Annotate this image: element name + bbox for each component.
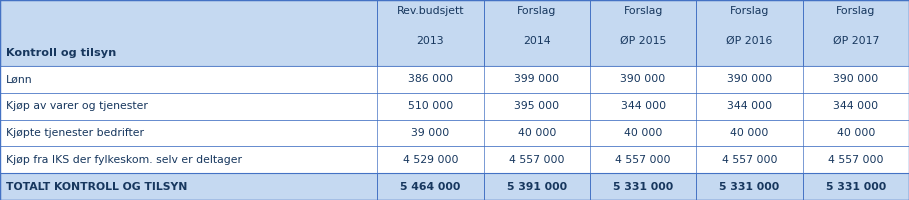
Bar: [0, 0, 909, 66]
Text: 5 331 000: 5 331 000: [613, 182, 674, 192]
Bar: [0, 66, 909, 93]
Text: ØP 2017: ØP 2017: [833, 36, 879, 46]
Bar: [0, 173, 909, 200]
Bar: [0, 93, 909, 120]
Text: Forslag: Forslag: [730, 6, 769, 16]
Text: 5 391 000: 5 391 000: [506, 182, 567, 192]
Text: Kjøpte tjenester bedrifter: Kjøpte tjenester bedrifter: [6, 128, 145, 138]
Text: 40 000: 40 000: [624, 128, 663, 138]
Text: 5 331 000: 5 331 000: [719, 182, 780, 192]
Text: 390 000: 390 000: [621, 74, 665, 84]
Text: Forslag: Forslag: [836, 6, 875, 16]
Text: ØP 2015: ØP 2015: [620, 36, 666, 46]
Text: 4 557 000: 4 557 000: [615, 155, 671, 165]
Text: 510 000: 510 000: [408, 101, 453, 111]
Text: Kjøp fra IKS der fylkeskom. selv er deltager: Kjøp fra IKS der fylkeskom. selv er delt…: [6, 155, 243, 165]
Text: 344 000: 344 000: [621, 101, 665, 111]
Text: 344 000: 344 000: [727, 101, 772, 111]
Text: Lønn: Lønn: [6, 74, 33, 84]
Text: 5 464 000: 5 464 000: [400, 182, 461, 192]
Text: 386 000: 386 000: [408, 74, 453, 84]
Text: 395 000: 395 000: [514, 101, 559, 111]
Text: 4 529 000: 4 529 000: [403, 155, 458, 165]
Text: Rev.budsjett: Rev.budsjett: [396, 6, 464, 16]
Text: 399 000: 399 000: [514, 74, 559, 84]
Text: 40 000: 40 000: [517, 128, 556, 138]
Text: TOTALT KONTROLL OG TILSYN: TOTALT KONTROLL OG TILSYN: [6, 182, 188, 192]
Text: 390 000: 390 000: [834, 74, 878, 84]
Text: 40 000: 40 000: [836, 128, 875, 138]
Text: 344 000: 344 000: [834, 101, 878, 111]
Text: 5 331 000: 5 331 000: [825, 182, 886, 192]
Text: 390 000: 390 000: [727, 74, 772, 84]
Bar: [0, 120, 909, 146]
Text: 2013: 2013: [416, 36, 445, 46]
Text: 39 000: 39 000: [411, 128, 450, 138]
Text: 40 000: 40 000: [730, 128, 769, 138]
Text: 4 557 000: 4 557 000: [722, 155, 777, 165]
Text: 2014: 2014: [523, 36, 551, 46]
Text: Forslag: Forslag: [624, 6, 663, 16]
Text: Kjøp av varer og tjenester: Kjøp av varer og tjenester: [6, 101, 148, 111]
Text: 4 557 000: 4 557 000: [509, 155, 564, 165]
Bar: [0, 146, 909, 173]
Text: 4 557 000: 4 557 000: [828, 155, 884, 165]
Text: Forslag: Forslag: [517, 6, 556, 16]
Text: Kontroll og tilsyn: Kontroll og tilsyn: [6, 48, 116, 58]
Text: ØP 2016: ØP 2016: [726, 36, 773, 46]
